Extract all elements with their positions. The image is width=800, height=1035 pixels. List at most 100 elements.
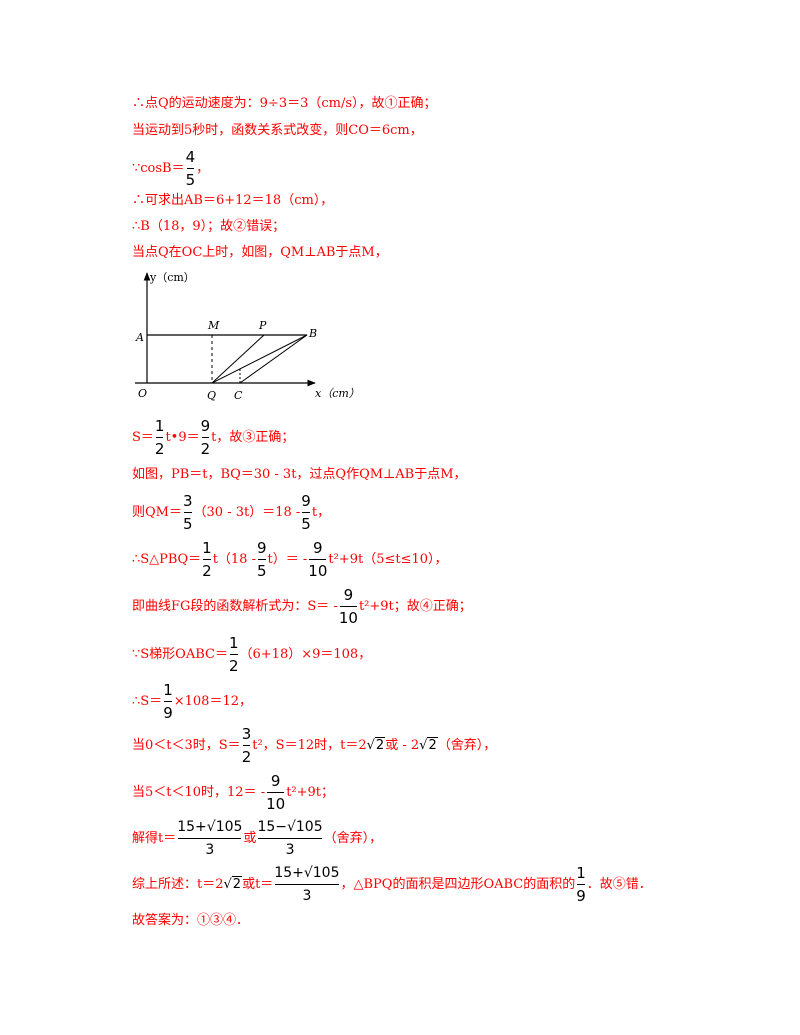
frac-num: 9: [270, 772, 281, 790]
frac-num: 9: [256, 539, 267, 557]
label-M: M: [207, 319, 220, 332]
line-5: ∴B（18，9）；故②错误；: [132, 219, 286, 234]
l14c: 或 - 2: [385, 738, 420, 753]
line-12: ∵S梯形OABC＝ 1 2 （6+18）×9＝108，: [132, 632, 371, 677]
frac-num: 3: [182, 492, 193, 510]
l7c: t，故③正确；: [211, 430, 295, 445]
x-axis-label: x（cm）: [315, 387, 360, 400]
sqrt-2: √2: [223, 876, 243, 892]
frac-num: 9: [301, 492, 311, 510]
frac-num: 9: [343, 586, 354, 604]
fraction-nine-tenths: 9 10: [339, 584, 358, 629]
frac-den: 2: [241, 748, 252, 766]
line-4: ∴可求出AB＝6+12＝18（cm），: [132, 193, 334, 208]
line-7: S＝ 1 2 t•9＝ 9 2 t，故③正确；: [132, 415, 294, 460]
frac-den: 3: [285, 842, 295, 858]
line-11: 即曲线FG段的函数解析式为：S＝ -9 10 t²+9t；故④正确；: [132, 584, 472, 629]
frac-num: 1: [576, 864, 586, 882]
line-15: 当5＜t＜10时，12＝ -9 10 t²+9t；: [132, 770, 334, 815]
l16a: 解得t＝: [132, 831, 177, 846]
l9a: 则QM＝: [132, 505, 182, 520]
frac-num: 1: [228, 634, 239, 652]
l11a: 即曲线FG段的函数解析式为：S＝ -: [132, 599, 338, 614]
l15b: t²+9t；: [286, 785, 335, 800]
l11b: t²+9t；故④正确；: [358, 599, 472, 614]
fraction-root-plus: 15+√105 3: [274, 862, 339, 907]
line-18: 故答案为：①③④．: [132, 913, 250, 928]
line-3: ∵cosB＝ 4 5，: [132, 146, 210, 191]
frac-num: 1: [163, 681, 173, 699]
frac-den: 2: [200, 440, 211, 458]
line-9: 则QM＝ 3 5 （30 - 3t）＝18 -9 5 t，: [132, 490, 330, 535]
frac-den: 10: [338, 609, 358, 627]
l10d: t²+9t（5≤t≤10），: [328, 552, 448, 567]
frac-num: 15+√105: [274, 865, 340, 881]
frac-num: 1: [202, 539, 212, 557]
l13b: ×108＝12，: [173, 694, 252, 709]
line-13: ∴S＝ 1 9 ×108＝12，: [132, 679, 252, 724]
l7a: S＝: [132, 430, 154, 445]
radicand: 2: [427, 737, 438, 753]
frac-num: 9: [313, 539, 323, 557]
label-O: O: [138, 387, 147, 400]
sqrt-2: √2: [419, 737, 438, 753]
label-C: C: [234, 389, 243, 402]
coordinate-figure: y（cm） x（cm） A M P B O Q C: [135, 271, 360, 402]
line-1: ∴点Q的运动速度为：9÷3＝3（cm/s），故①正确；: [132, 96, 437, 111]
frac-den: 2: [154, 440, 165, 458]
l17d: ．故⑤错．: [586, 877, 652, 892]
segment-QP: [211, 334, 265, 384]
l7b: t•9＝: [165, 430, 200, 445]
label-P: P: [258, 319, 267, 332]
l16c: （舍弃），: [323, 831, 383, 846]
l15a: 当5＜t＜10时，12＝ -: [132, 785, 266, 800]
radicand: 2: [374, 737, 386, 753]
frac-den: 5: [256, 562, 267, 580]
frac-num: 15+√105: [177, 819, 243, 835]
frac-den: 3: [205, 842, 215, 858]
sqrt-2: √2: [366, 737, 386, 753]
l10b: t（18 -: [212, 552, 256, 567]
l10c: t）＝ -: [267, 552, 308, 567]
l9c: t，: [311, 505, 331, 520]
frac-num: 15−√105: [257, 819, 323, 835]
l17b: 或t＝: [242, 877, 274, 892]
fraction-root-minus: 15−√105 3: [257, 816, 322, 861]
segment-QB: [211, 334, 308, 384]
line-14: 当0＜t＜3时，S＝ 3 2 t²，S＝12时，t＝2√2或 - 2√2（舍弃），: [132, 723, 496, 768]
l16b: 或: [243, 831, 257, 846]
frac-den: 5: [182, 515, 193, 533]
label-B: B: [308, 327, 317, 340]
l14b: t²，S＝12时，t＝2: [252, 738, 367, 753]
l17a: 综上所述：t＝2: [132, 877, 224, 892]
frac-den: 10: [266, 795, 286, 813]
radicand: 2: [231, 876, 243, 892]
l14a: 当0＜t＜3时，S＝: [132, 738, 241, 753]
line-16: 解得t＝ 15+√105 3 或 15−√105 3 （舍弃），: [132, 816, 382, 861]
l9b: （30 - 3t）＝18 -: [193, 505, 301, 520]
fraction-nine-tenths: 9 10: [266, 770, 285, 815]
frac-num: 4: [185, 148, 196, 166]
frac-den: 9: [576, 887, 586, 905]
frac-den: 5: [301, 515, 311, 533]
fraction-root-plus: 15+√105 3: [177, 816, 242, 861]
frac-num: 9: [200, 417, 211, 435]
line-10: ∴S△PBQ＝ 1 2 t（18 -9 5 t）＝ -9 10 t²+9t（5≤t≤10），: [132, 537, 448, 582]
frac-num: 3: [241, 725, 252, 743]
l14d: （舍弃），: [437, 738, 497, 753]
label-Q: Q: [207, 389, 216, 402]
frac-den: 5: [185, 171, 196, 189]
frac-den: 2: [228, 657, 239, 675]
line-3-text: ∵cosB＝: [132, 161, 185, 176]
l10a: ∴S△PBQ＝: [132, 552, 202, 567]
